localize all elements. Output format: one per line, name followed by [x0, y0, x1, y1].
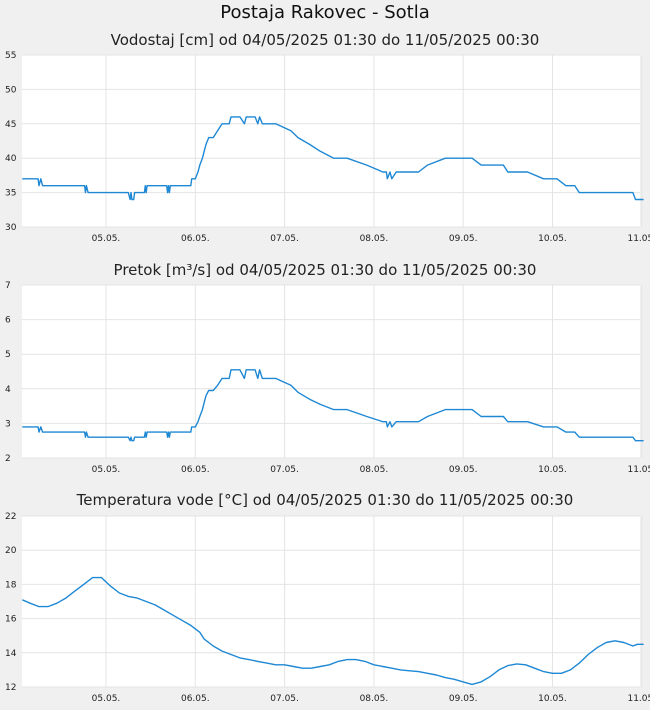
y-tick-label: 14: [5, 649, 17, 659]
y-tick-label: 20: [5, 546, 17, 556]
x-tick-label: 07.05.: [270, 465, 299, 475]
x-tick-label: 08.05.: [360, 694, 389, 704]
chart-1: Vodostaj [cm] od 04/05/2025 01:30 do 11/…: [5, 31, 650, 244]
y-tick-label: 30: [5, 223, 17, 233]
y-tick-label: 3: [5, 419, 11, 429]
y-tick-label: 16: [5, 615, 17, 625]
chart-title: Temperatura vode [°C] od 04/05/2025 01:3…: [76, 491, 574, 509]
y-tick-label: 50: [5, 85, 17, 95]
series-line: [22, 369, 644, 442]
x-tick-label: 10.05.: [538, 694, 567, 704]
chart-3: Temperatura vode [°C] od 04/05/2025 01:3…: [5, 491, 650, 704]
x-tick-label: 10.05.: [538, 234, 567, 244]
x-tick-label: 11.05.: [627, 694, 650, 704]
plot-area: [22, 285, 640, 458]
y-tick-label: 40: [5, 154, 17, 164]
series-line: [22, 576, 644, 686]
x-tick-label: 06.05.: [181, 465, 210, 475]
x-tick-label: 05.05.: [92, 465, 121, 475]
x-tick-label: 08.05.: [360, 465, 389, 475]
chart-title: Pretok [m³/s] od 04/05/2025 01:30 do 11/…: [114, 261, 537, 279]
series-line: [22, 116, 644, 201]
x-tick-label: 10.05.: [538, 465, 567, 475]
y-tick-label: 18: [5, 580, 17, 590]
y-tick-label: 6: [5, 316, 11, 326]
y-tick-label: 12: [5, 683, 16, 693]
y-tick-label: 45: [5, 120, 16, 130]
y-tick-label: 4: [5, 385, 11, 395]
x-tick-label: 05.05.: [92, 694, 121, 704]
x-tick-label: 06.05.: [181, 694, 210, 704]
x-tick-label: 09.05.: [449, 234, 478, 244]
y-tick-label: 55: [5, 51, 16, 61]
x-tick-label: 11.05.: [627, 234, 650, 244]
y-tick-label: 35: [5, 189, 16, 199]
page-title: Postaja Rakovec - Sotla: [220, 2, 430, 23]
chart-title: Vodostaj [cm] od 04/05/2025 01:30 do 11/…: [111, 31, 540, 49]
plot-area: [22, 55, 640, 227]
y-tick-label: 5: [5, 350, 11, 360]
x-tick-label: 08.05.: [360, 234, 389, 244]
x-tick-label: 09.05.: [449, 694, 478, 704]
chart-2: Pretok [m³/s] od 04/05/2025 01:30 do 11/…: [5, 261, 650, 475]
x-tick-label: 11.05.: [627, 465, 650, 475]
y-tick-label: 7: [5, 281, 11, 291]
y-tick-label: 22: [5, 512, 16, 522]
x-tick-label: 07.05.: [270, 234, 299, 244]
x-tick-label: 07.05.: [270, 694, 299, 704]
x-tick-label: 09.05.: [449, 465, 478, 475]
x-tick-label: 05.05.: [92, 234, 121, 244]
y-tick-label: 2: [5, 454, 11, 464]
plot-area: [22, 516, 640, 687]
x-tick-label: 06.05.: [181, 234, 210, 244]
